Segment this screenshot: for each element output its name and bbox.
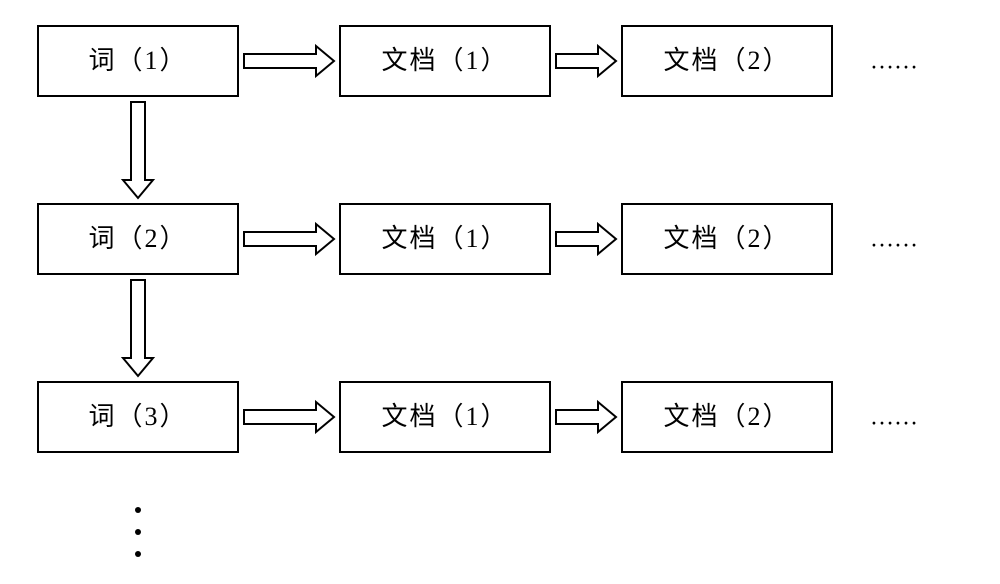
word-box-1-label: 词（1） <box>88 46 187 75</box>
word-box-2-label: 词（2） <box>88 224 187 253</box>
doc-box-r3-c2-label: 文档（2） <box>663 402 790 431</box>
column-ellipsis-dot <box>135 507 141 513</box>
arrow-right-r3-c1 <box>244 402 334 432</box>
doc-box-r3-c1-label: 文档（1） <box>381 402 508 431</box>
arrow-right-r3-c2 <box>556 402 616 432</box>
column-ellipsis-dot <box>135 551 141 557</box>
row-ellipsis-3: …… <box>870 405 918 431</box>
word-box-3-label: 词（3） <box>88 402 187 431</box>
arrow-right-r1-c2 <box>556 46 616 76</box>
doc-box-r1-c1-label: 文档（1） <box>381 46 508 75</box>
arrow-right-r2-c2 <box>556 224 616 254</box>
arrow-down-1 <box>123 102 153 198</box>
row-ellipsis-2: …… <box>870 227 918 253</box>
arrow-down-2 <box>123 280 153 376</box>
inverted-index-diagram: 词（1） 文档（1） 文档（2） …… 词（2） 文档（1） 文档（2） …… 词（3） 文档（1… <box>0 0 1000 584</box>
row-ellipsis-1: …… <box>870 49 918 75</box>
arrow-right-r2-c1 <box>244 224 334 254</box>
column-ellipsis-dot <box>135 529 141 535</box>
doc-box-r2-c1-label: 文档（1） <box>381 224 508 253</box>
doc-box-r2-c2-label: 文档（2） <box>663 224 790 253</box>
arrow-right-r1-c1 <box>244 46 334 76</box>
doc-box-r1-c2-label: 文档（2） <box>663 46 790 75</box>
